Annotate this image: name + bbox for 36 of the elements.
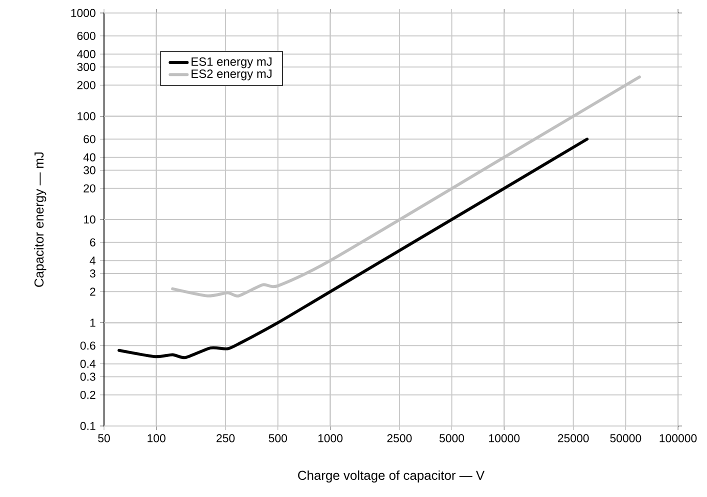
y-tick-label: 4 bbox=[90, 256, 96, 265]
y-tick-label: 400 bbox=[77, 50, 96, 58]
y-tick-label: 1000 bbox=[71, 8, 96, 18]
y-tick-label: 3 bbox=[90, 269, 96, 278]
y-tick-label: 0.4 bbox=[80, 360, 96, 368]
y-tick-label: 20 bbox=[84, 184, 96, 192]
legend-label: ES2 energy mJ bbox=[192, 70, 272, 80]
y-tick-label: 30 bbox=[84, 166, 96, 174]
x-tick-label: 50 bbox=[98, 434, 110, 442]
y-tick-label: 40 bbox=[83, 153, 96, 162]
x-tick-label: 250 bbox=[216, 434, 235, 442]
y-tick-label: 200 bbox=[77, 81, 96, 90]
x-tick-label: 5000 bbox=[439, 434, 464, 442]
y-tick-label: 0.2 bbox=[80, 390, 96, 399]
y-tick-label: 600 bbox=[77, 32, 96, 40]
x-tick-label: 2500 bbox=[387, 434, 412, 442]
x-tick-label: 1000 bbox=[318, 434, 343, 442]
x-tick-label: 25000 bbox=[558, 434, 589, 442]
y-tick-label: 10 bbox=[84, 215, 96, 224]
y-tick-label: 2 bbox=[90, 288, 96, 296]
y-tick-label: 1 bbox=[90, 318, 96, 327]
y-tick-label: 100 bbox=[78, 112, 96, 120]
y-tick-label: 0.3 bbox=[80, 372, 96, 381]
y-tick-label: 0.6 bbox=[80, 342, 96, 350]
y-tick-label: 60 bbox=[84, 135, 96, 144]
x-tick-label: 100 bbox=[148, 434, 166, 442]
y-axis-title: Capacitor energy — mJ bbox=[34, 152, 46, 287]
x-tick-label: 10000 bbox=[489, 434, 520, 442]
y-tick-label: 0.1 bbox=[80, 422, 96, 430]
y-tick-label: 6 bbox=[90, 238, 96, 246]
x-tick-label: 100000 bbox=[660, 434, 697, 442]
x-axis-title: Charge voltage of capacitor — V bbox=[298, 470, 485, 483]
x-tick-label: 500 bbox=[268, 434, 288, 442]
legend-label: ES1 energy mJ bbox=[192, 57, 272, 68]
x-tick-label: 50000 bbox=[610, 434, 642, 442]
y-tick-label: 300 bbox=[77, 62, 96, 72]
